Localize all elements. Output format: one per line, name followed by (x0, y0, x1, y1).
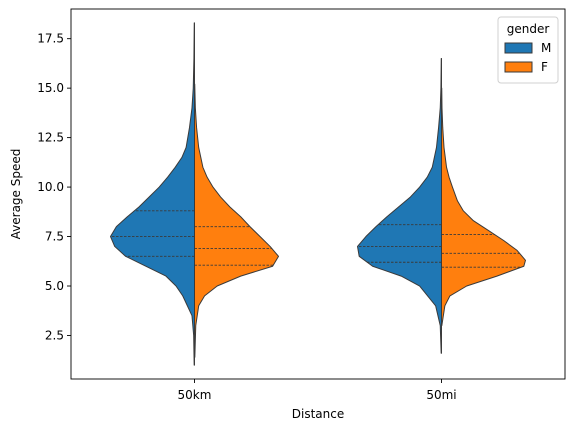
y-axis: 2.5 5.0 7.5 10.0 12.5 15.0 17.5 (37, 32, 71, 342)
x-tick-label: 50km (178, 388, 212, 402)
y-axis-label: Average Speed (9, 149, 23, 240)
x-axis: 50km 50mi (178, 379, 457, 402)
y-tick-label: 17.5 (37, 32, 64, 46)
y-tick-label: 2.5 (45, 328, 64, 342)
y-tick-label: 5.0 (45, 279, 64, 293)
x-tick-label: 50mi (426, 388, 456, 402)
violin-half-m-50mi (357, 57, 442, 354)
y-tick-label: 15.0 (37, 81, 64, 95)
legend-title: gender (507, 22, 550, 36)
legend-label-f: F (541, 60, 548, 74)
plot-frame (70, 8, 566, 380)
violin-layer (110, 22, 526, 366)
y-tick-label: 10.0 (37, 180, 64, 194)
legend-swatch-f (504, 61, 533, 73)
legend: gender M F (497, 16, 559, 84)
violin-half-f-50km (194, 83, 279, 358)
y-tick-label: 7.5 (45, 230, 64, 244)
legend-label-m: M (541, 41, 551, 55)
violin-half-f-50mi (441, 87, 526, 327)
legend-swatch-m (504, 42, 533, 54)
x-axis-label: Distance (292, 407, 344, 421)
violin-half-m-50km (110, 22, 195, 366)
y-tick-label: 12.5 (37, 131, 64, 145)
